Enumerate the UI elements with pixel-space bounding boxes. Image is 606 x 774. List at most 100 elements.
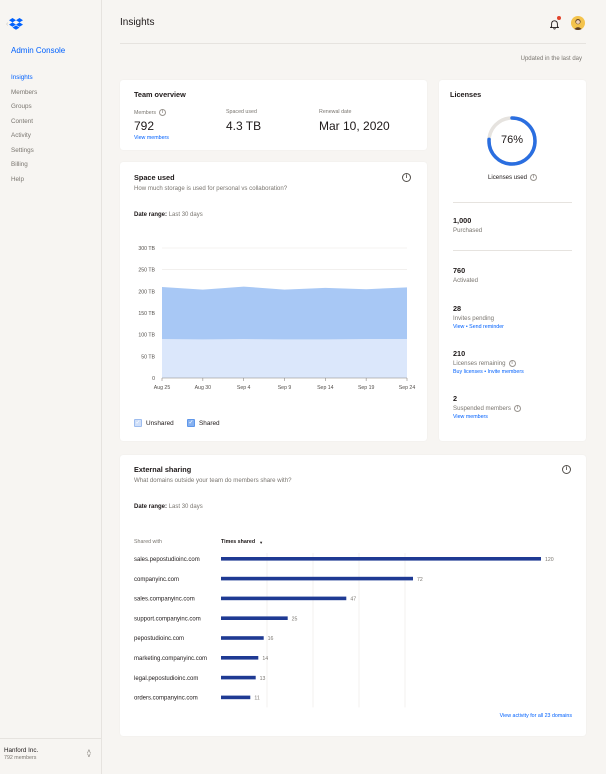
bar-value-label: 11 <box>254 696 259 702</box>
suspended-members-value: 2 <box>453 394 458 403</box>
series-unshared-area <box>162 339 407 378</box>
licenses-remaining-links[interactable]: Buy licenses • Invite members <box>453 369 524 375</box>
view-members-link[interactable]: View members <box>134 135 169 141</box>
info-icon[interactable]: i <box>159 109 167 116</box>
date-range-label: Date range: <box>134 504 168 510</box>
legend-unshared[interactable]: ✓ Unshared <box>134 419 174 427</box>
space-used-label: Spaced used <box>226 109 257 115</box>
date-range[interactable]: Date range: Last 30 days <box>134 212 203 218</box>
bar-value-label: 47 <box>350 597 356 603</box>
invites-pending-links[interactable]: View • Send reminder <box>453 324 504 330</box>
sort-down-icon: ▼ <box>259 539 264 545</box>
x-tick-label: Sep 14 <box>317 385 334 391</box>
y-tick-label: 50 TB <box>141 354 155 360</box>
org-name: Hanford Inc. <box>4 747 39 754</box>
activated-label: Activated <box>453 277 479 284</box>
chevron-left-icon: ‹ <box>6 20 9 28</box>
bar-value-label: 13 <box>260 676 266 682</box>
domain-label: orders.companyinc.com <box>134 696 198 702</box>
renewal-date-value: Mar 10, 2020 <box>319 119 390 133</box>
sidebar-item-members[interactable]: Members <box>11 88 38 96</box>
avatar[interactable] <box>571 16 585 30</box>
domain-label: sales.companyinc.com <box>134 597 195 603</box>
x-tick-label: Sep 24 <box>399 385 416 391</box>
date-range-label: Date range: <box>134 212 168 218</box>
purchased-value: 1,000 <box>453 216 472 225</box>
space-used-card: Space used How much storage is used for … <box>120 162 427 441</box>
sidebar-item-insights[interactable]: Insights <box>11 74 33 81</box>
external-sharing-subtitle: What domains outside your team do member… <box>134 477 292 484</box>
x-tick-label: Sep 4 <box>237 385 251 391</box>
licenses-remaining-stat: 210 Licenses remaining i Buy licenses • … <box>453 349 524 375</box>
external-sharing-card: External sharing What domains outside yo… <box>120 455 586 736</box>
licenses-used-label: Licenses used i <box>439 174 586 181</box>
chevron-updown-icon: ˄ ˅ <box>86 749 91 760</box>
licenses-divider <box>453 202 572 203</box>
bar <box>221 557 541 561</box>
licenses-title: Licenses <box>450 90 482 99</box>
column-header-domain[interactable]: Shared with <box>134 539 162 545</box>
members-label: Members i <box>134 109 167 116</box>
y-tick-label: 250 TB <box>138 268 155 274</box>
legend-unshared-label: Unshared <box>146 419 174 427</box>
notifications-button[interactable] <box>549 16 561 35</box>
x-tick-label: Aug 30 <box>195 385 212 391</box>
y-tick-label: 150 TB <box>138 311 155 317</box>
licenses-card: Licenses 76% Licenses used i <box>439 80 586 441</box>
licenses-remaining-label: Licenses remaining i <box>453 360 524 367</box>
unshared-checkbox[interactable]: ✓ <box>134 419 142 427</box>
org-member-count: 792 members <box>4 755 37 761</box>
view-suspended-members-link[interactable]: View members <box>453 414 488 420</box>
bar-value-label: 16 <box>268 636 274 642</box>
bell-icon <box>549 20 560 30</box>
info-icon[interactable]: i <box>513 405 521 412</box>
bar <box>221 695 251 700</box>
date-range[interactable]: Date range: Last 30 days <box>134 504 203 510</box>
legend-shared-label: Shared <box>199 419 220 427</box>
y-tick-label: 300 TB <box>138 246 155 252</box>
x-tick-label: Sep 9 <box>278 385 292 391</box>
notification-badge <box>557 16 561 20</box>
sidebar-item-groups[interactable]: Groups <box>11 103 32 110</box>
suspended-members-text: Suspended members <box>453 405 511 412</box>
column-header-times-shared[interactable]: Times shared ▼ <box>221 539 263 545</box>
date-range-value: Last 30 days <box>168 504 203 510</box>
org-switcher[interactable]: Hanford Inc. 792 members ˄ ˅ <box>0 738 101 769</box>
view-all-domains-link[interactable]: View activity for all 23 domains <box>499 713 572 719</box>
space-used-title: Space used <box>134 173 175 182</box>
console-title: Admin Console <box>11 46 66 55</box>
domain-label: pepostudioinc.com <box>134 636 184 642</box>
info-icon[interactable]: i <box>402 173 411 182</box>
user-avatar-icon <box>573 19 583 30</box>
sidebar-nav: Insights Members Groups Content Activity… <box>11 73 37 189</box>
sidebar-item-help[interactable]: Help <box>11 175 24 183</box>
bar <box>221 576 413 581</box>
info-icon[interactable]: i <box>562 465 571 474</box>
licenses-donut <box>487 116 537 166</box>
licenses-divider <box>453 250 572 251</box>
space-used-value: 4.3 TB <box>226 119 262 133</box>
bar <box>221 675 256 680</box>
dropbox-logo[interactable]: ‹ <box>6 16 26 32</box>
licenses-percent: 76% <box>500 134 524 146</box>
y-tick-label: 0 <box>152 376 155 382</box>
members-value: 792 <box>134 119 155 133</box>
sidebar-item-content[interactable]: Content <box>11 117 34 125</box>
suspended-members-stat: 2 Suspended members i View members <box>453 394 521 420</box>
y-tick-label: 100 TB <box>138 333 155 339</box>
bar <box>221 656 259 660</box>
activated-stat: 760 Activated <box>453 266 478 284</box>
sidebar-item-settings[interactable]: Settings <box>11 146 34 154</box>
sidebar-item-billing[interactable]: Billing <box>11 161 28 168</box>
column-header-times-shared-label: Times shared <box>221 539 256 545</box>
header-divider <box>120 43 586 44</box>
sidebar-item-activity[interactable]: Activity <box>11 132 31 139</box>
info-icon[interactable]: i <box>508 360 516 367</box>
purchased-label: Purchased <box>453 227 483 234</box>
info-icon[interactable]: i <box>529 174 537 181</box>
shared-checkbox[interactable]: ✓ <box>187 419 195 427</box>
y-tick-label: 200 TB <box>138 289 155 295</box>
external-sharing-title: External sharing <box>134 465 192 474</box>
activated-value: 760 <box>453 266 466 275</box>
legend-shared[interactable]: ✓ Shared <box>187 419 220 427</box>
